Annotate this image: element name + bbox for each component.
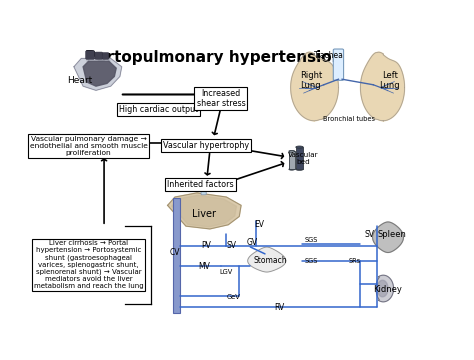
- Text: LGV: LGV: [220, 269, 233, 275]
- Ellipse shape: [289, 168, 295, 170]
- Text: Trachea: Trachea: [314, 51, 344, 60]
- Text: Bronchial tubes: Bronchial tubes: [323, 116, 375, 122]
- Text: SV: SV: [227, 241, 237, 250]
- Polygon shape: [168, 193, 241, 229]
- Text: Inherited factors: Inherited factors: [167, 180, 234, 189]
- Bar: [296, 147, 303, 169]
- Text: EV: EV: [255, 220, 264, 229]
- Text: GV: GV: [246, 238, 258, 247]
- FancyBboxPatch shape: [95, 52, 102, 59]
- Text: SGS: SGS: [304, 237, 318, 243]
- Text: SV: SV: [365, 230, 374, 239]
- Polygon shape: [291, 52, 338, 121]
- Text: PV: PV: [201, 241, 211, 250]
- Polygon shape: [376, 275, 393, 302]
- Text: CV: CV: [170, 248, 180, 257]
- Polygon shape: [361, 52, 405, 121]
- Polygon shape: [74, 58, 122, 90]
- FancyBboxPatch shape: [86, 51, 94, 59]
- Text: Liver: Liver: [192, 209, 216, 219]
- Text: Stomach: Stomach: [254, 256, 287, 265]
- Bar: [173, 198, 181, 314]
- Text: Vascular
bed: Vascular bed: [288, 152, 319, 165]
- Polygon shape: [83, 61, 116, 86]
- Text: GeV: GeV: [227, 294, 241, 300]
- Polygon shape: [373, 222, 403, 252]
- Text: RV: RV: [274, 303, 285, 312]
- Polygon shape: [172, 195, 237, 227]
- FancyBboxPatch shape: [102, 53, 109, 59]
- Text: SGS: SGS: [304, 258, 318, 264]
- Ellipse shape: [296, 146, 303, 148]
- FancyBboxPatch shape: [333, 49, 344, 80]
- Text: Increased
shear stress: Increased shear stress: [197, 89, 245, 108]
- Text: Vascular pulmonary damage →
endothelial and smooth muscle
proliferation: Vascular pulmonary damage → endothelial …: [30, 136, 147, 156]
- Text: Liver cirrhosis → Portal
hypertension → Portosystemic
shunt (gastroesophageal
va: Liver cirrhosis → Portal hypertension → …: [34, 240, 144, 289]
- Text: High cardiac output: High cardiac output: [119, 105, 198, 114]
- Text: Right
Lung: Right Lung: [300, 71, 322, 90]
- Text: Portopulmonary hypertension: Portopulmonary hypertension: [85, 50, 342, 65]
- FancyBboxPatch shape: [201, 183, 206, 195]
- Text: Heart: Heart: [67, 76, 92, 85]
- Text: Left
Lung: Left Lung: [380, 71, 400, 90]
- Text: Vascular hypertrophy: Vascular hypertrophy: [163, 141, 249, 150]
- Polygon shape: [377, 280, 388, 297]
- Text: Spleen: Spleen: [377, 230, 406, 239]
- Ellipse shape: [296, 168, 303, 170]
- Polygon shape: [248, 247, 286, 272]
- Text: SRs: SRs: [349, 258, 361, 264]
- Text: Kidney: Kidney: [374, 285, 402, 294]
- Bar: [289, 151, 295, 169]
- Text: MV: MV: [199, 262, 210, 271]
- Ellipse shape: [289, 150, 295, 152]
